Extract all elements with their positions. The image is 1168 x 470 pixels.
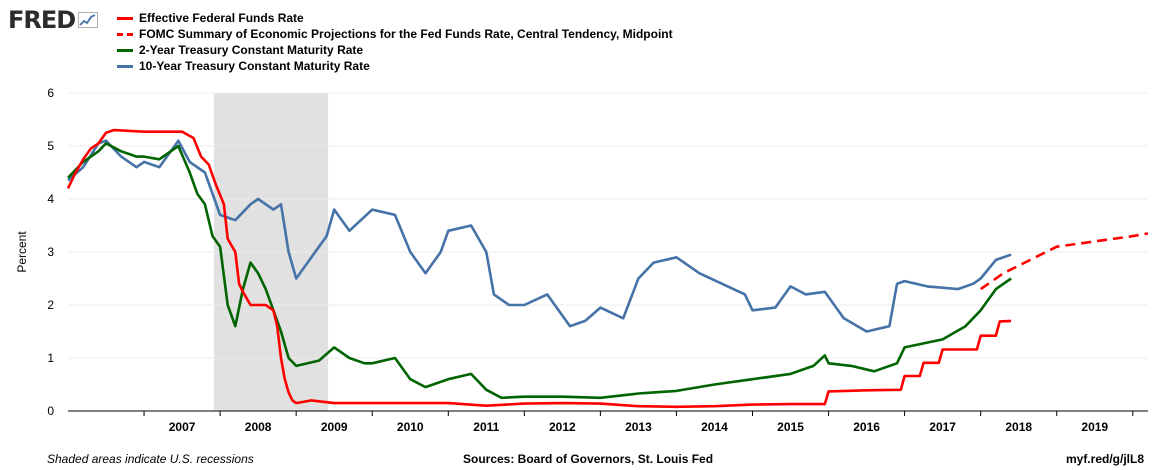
x-tick-label: 2009 — [321, 420, 348, 434]
series-line — [66, 128, 1012, 409]
legend-item: Effective Federal Funds Rate — [117, 10, 673, 26]
legend-item: 10-Year Treasury Constant Maturity Rate — [117, 58, 673, 74]
y-tick-label: 5 — [47, 139, 54, 153]
x-tick-label: 2011 — [473, 420, 499, 434]
legend-label: 2-Year Treasury Constant Maturity Rate — [139, 43, 364, 57]
legend-item: FOMC Summary of Economic Projections for… — [117, 26, 673, 42]
x-tick-label: 2015 — [777, 420, 804, 434]
line-chart-icon — [78, 12, 99, 28]
x-tick-label: 2019 — [1081, 420, 1108, 434]
x-tick-label: 2008 — [245, 420, 272, 434]
fred-logo[interactable]: FRED — [8, 6, 99, 34]
y-tick-label: 6 — [47, 86, 54, 100]
series-line — [979, 232, 1149, 291]
recession-note: Shaded areas indicate U.S. recessions — [47, 452, 254, 466]
y-tick-label: 4 — [47, 192, 54, 206]
y-tick-label: 2 — [47, 298, 54, 312]
y-tick-label: 0 — [47, 404, 54, 418]
x-tick-label: 2016 — [853, 420, 880, 434]
x-tick-label: 2010 — [397, 420, 424, 434]
series-line — [67, 139, 1012, 333]
x-tick-label: 2014 — [701, 420, 728, 434]
line-chart: 0 1 2 3 4 5 6 2007 2008 2009 2010 2011 2012 2013 2014… — [15, 86, 1149, 434]
x-tick-label: 2018 — [1005, 420, 1032, 434]
sources-text: Sources: Board of Governors, St. Louis F… — [463, 452, 714, 466]
chart-legend: Effective Federal Funds Rate FOMC Summar… — [117, 10, 673, 74]
legend-label: Effective Federal Funds Rate — [139, 11, 304, 25]
y-tick-label: 1 — [47, 351, 54, 365]
logo-text: FRED — [8, 6, 76, 34]
series-line — [67, 142, 1012, 400]
y-tick-label: 3 — [47, 245, 54, 259]
legend-swatch — [117, 48, 133, 52]
legend-item: 2-Year Treasury Constant Maturity Rate — [117, 42, 673, 58]
x-tick-label: 2013 — [625, 420, 652, 434]
y-axis-label: Percent — [15, 231, 29, 273]
x-tick-label: 2017 — [929, 420, 956, 434]
legend-swatch — [117, 16, 133, 20]
short-link[interactable]: myf.red/g/jlL8 — [1065, 452, 1144, 466]
x-tick-label: 2007 — [169, 420, 196, 434]
legend-label: 10-Year Treasury Constant Maturity Rate — [139, 59, 370, 73]
x-tick-label: 2012 — [549, 420, 576, 434]
legend-label: FOMC Summary of Economic Projections for… — [139, 27, 673, 41]
legend-swatch — [117, 64, 133, 68]
legend-swatch-dashed — [117, 32, 133, 36]
